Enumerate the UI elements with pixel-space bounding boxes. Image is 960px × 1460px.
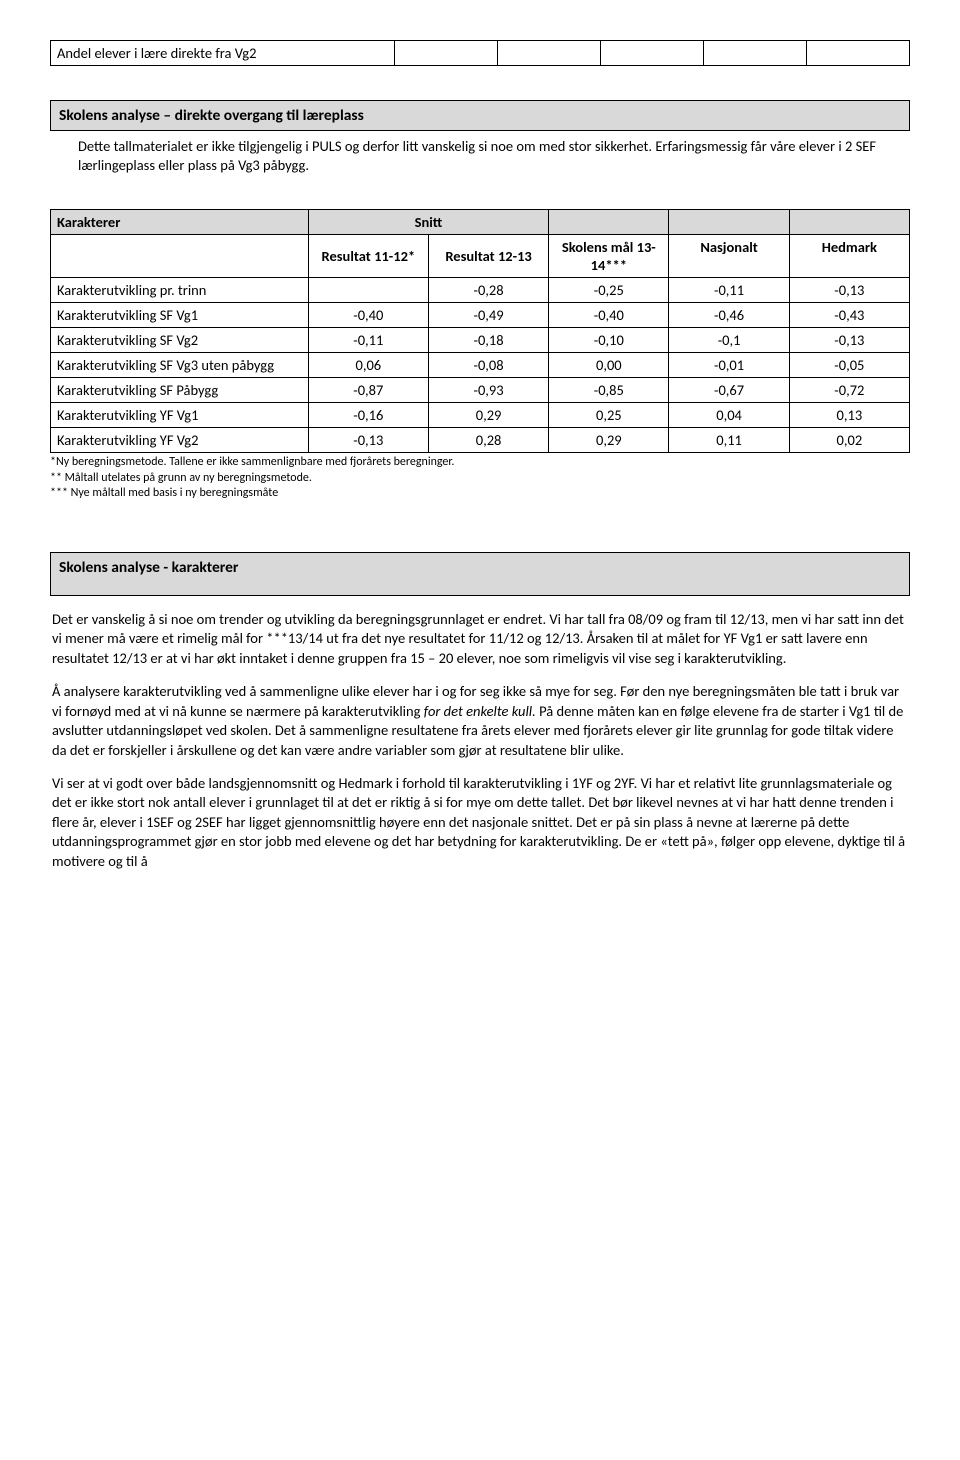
row-label: Karakterutvikling SF Vg1 xyxy=(51,303,309,328)
table-row: Karakterutvikling SF Vg2 -0,11 -0,18 -0,… xyxy=(51,328,910,353)
row-label: Karakterutvikling SF Vg2 xyxy=(51,328,309,353)
para-2-italic: for det enkelte kull. xyxy=(424,702,536,720)
row-label: Karakterutvikling pr. trinn xyxy=(51,278,309,303)
col-resultat-1112: Resultat 11-12* xyxy=(308,235,428,278)
cell: 0,13 xyxy=(789,403,909,428)
table-row: Karakterutvikling SF Vg1 -0,40 -0,49 -0,… xyxy=(51,303,910,328)
cell: -0,16 xyxy=(308,403,428,428)
col-empty xyxy=(669,210,789,235)
table-row: Karakterutvikling SF Påbygg -0,87 -0,93 … xyxy=(51,378,910,403)
table-row: Karakterutvikling YF Vg1 -0,16 0,29 0,25… xyxy=(51,403,910,428)
table-row: Karakterutvikling pr. trinn -0,28 -0,25 … xyxy=(51,278,910,303)
cell: -0,13 xyxy=(789,328,909,353)
row-label: Andel elever i lære direkte fra Vg2 xyxy=(51,41,395,66)
cell: 0,29 xyxy=(549,428,669,453)
top-table: Andel elever i lære direkte fra Vg2 xyxy=(50,40,910,66)
section1-text: Dette tallmaterialet er ikke tilgjengeli… xyxy=(78,137,908,175)
cell: -0,25 xyxy=(549,278,669,303)
footnote-2: ** Måltall utelates på grunn av ny bereg… xyxy=(50,471,910,487)
cell: -0,67 xyxy=(669,378,789,403)
row-label: Karakterutvikling YF Vg1 xyxy=(51,403,309,428)
cell: 0,28 xyxy=(428,428,548,453)
cell: -0,40 xyxy=(549,303,669,328)
para-1: Det er vanskelig å si noe om trender og … xyxy=(52,610,908,668)
table-subheader-row: Resultat 11-12* Resultat 12-13 Skolens m… xyxy=(51,235,910,278)
cell: -0,13 xyxy=(789,278,909,303)
empty-cell xyxy=(703,41,806,66)
cell: -0,46 xyxy=(669,303,789,328)
cell: 0,25 xyxy=(549,403,669,428)
cell: 0,02 xyxy=(789,428,909,453)
col-hedmark: Hedmark xyxy=(789,235,909,278)
empty-cell xyxy=(600,41,703,66)
cell: -0,11 xyxy=(308,328,428,353)
empty-cell xyxy=(806,41,909,66)
row-label: Karakterutvikling YF Vg2 xyxy=(51,428,309,453)
cell: -0,10 xyxy=(549,328,669,353)
cell: -0,05 xyxy=(789,353,909,378)
col-empty xyxy=(51,235,309,278)
cell: -0,93 xyxy=(428,378,548,403)
table-row: Andel elever i lære direkte fra Vg2 xyxy=(51,41,910,66)
col-empty xyxy=(789,210,909,235)
cell: -0,11 xyxy=(669,278,789,303)
para-3: Vi ser at vi godt over både landsgjennom… xyxy=(52,774,908,871)
para-2: Å analysere karakterutvikling ved å samm… xyxy=(52,682,908,760)
table-row: Karakterutvikling YF Vg2 -0,13 0,28 0,29… xyxy=(51,428,910,453)
cell: -0,18 xyxy=(428,328,548,353)
footnote-3: *** Nye måltall med basis i ny beregning… xyxy=(50,486,910,502)
karakterer-table: Karakterer Snitt Resultat 11-12* Resulta… xyxy=(50,209,910,453)
col-resultat-1213: Resultat 12-13 xyxy=(428,235,548,278)
cell: 0,00 xyxy=(549,353,669,378)
cell: -0,87 xyxy=(308,378,428,403)
table-header-row: Karakterer Snitt xyxy=(51,210,910,235)
cell: -0,85 xyxy=(549,378,669,403)
cell: 0,06 xyxy=(308,353,428,378)
cell: -0,1 xyxy=(669,328,789,353)
cell: -0,43 xyxy=(789,303,909,328)
cell: -0,72 xyxy=(789,378,909,403)
row-label: Karakterutvikling SF Vg3 uten påbygg xyxy=(51,353,309,378)
col-nasjonalt: Nasjonalt xyxy=(669,235,789,278)
section-header-analyse-direkte: Skolens analyse – direkte overgang til l… xyxy=(50,100,910,131)
table-row: Karakterutvikling SF Vg3 uten påbygg 0,0… xyxy=(51,353,910,378)
col-skolens-mal: Skolens mål 13-14*** xyxy=(549,235,669,278)
col-snitt: Snitt xyxy=(308,210,549,235)
empty-cell xyxy=(497,41,600,66)
cell: -0,49 xyxy=(428,303,548,328)
cell: -0,01 xyxy=(669,353,789,378)
col-karakterer: Karakterer xyxy=(51,210,309,235)
col-empty xyxy=(549,210,669,235)
cell: -0,40 xyxy=(308,303,428,328)
cell: -0,08 xyxy=(428,353,548,378)
cell: 0,11 xyxy=(669,428,789,453)
section-header-analyse-karakterer: Skolens analyse - karakterer xyxy=(50,552,910,596)
cell xyxy=(308,278,428,303)
row-label: Karakterutvikling SF Påbygg xyxy=(51,378,309,403)
footnotes: *Ny beregningsmetode. Tallene er ikke sa… xyxy=(50,455,910,502)
cell: -0,13 xyxy=(308,428,428,453)
empty-cell xyxy=(394,41,497,66)
cell: -0,28 xyxy=(428,278,548,303)
cell: 0,04 xyxy=(669,403,789,428)
footnote-1: *Ny beregningsmetode. Tallene er ikke sa… xyxy=(50,455,910,471)
cell: 0,29 xyxy=(428,403,548,428)
